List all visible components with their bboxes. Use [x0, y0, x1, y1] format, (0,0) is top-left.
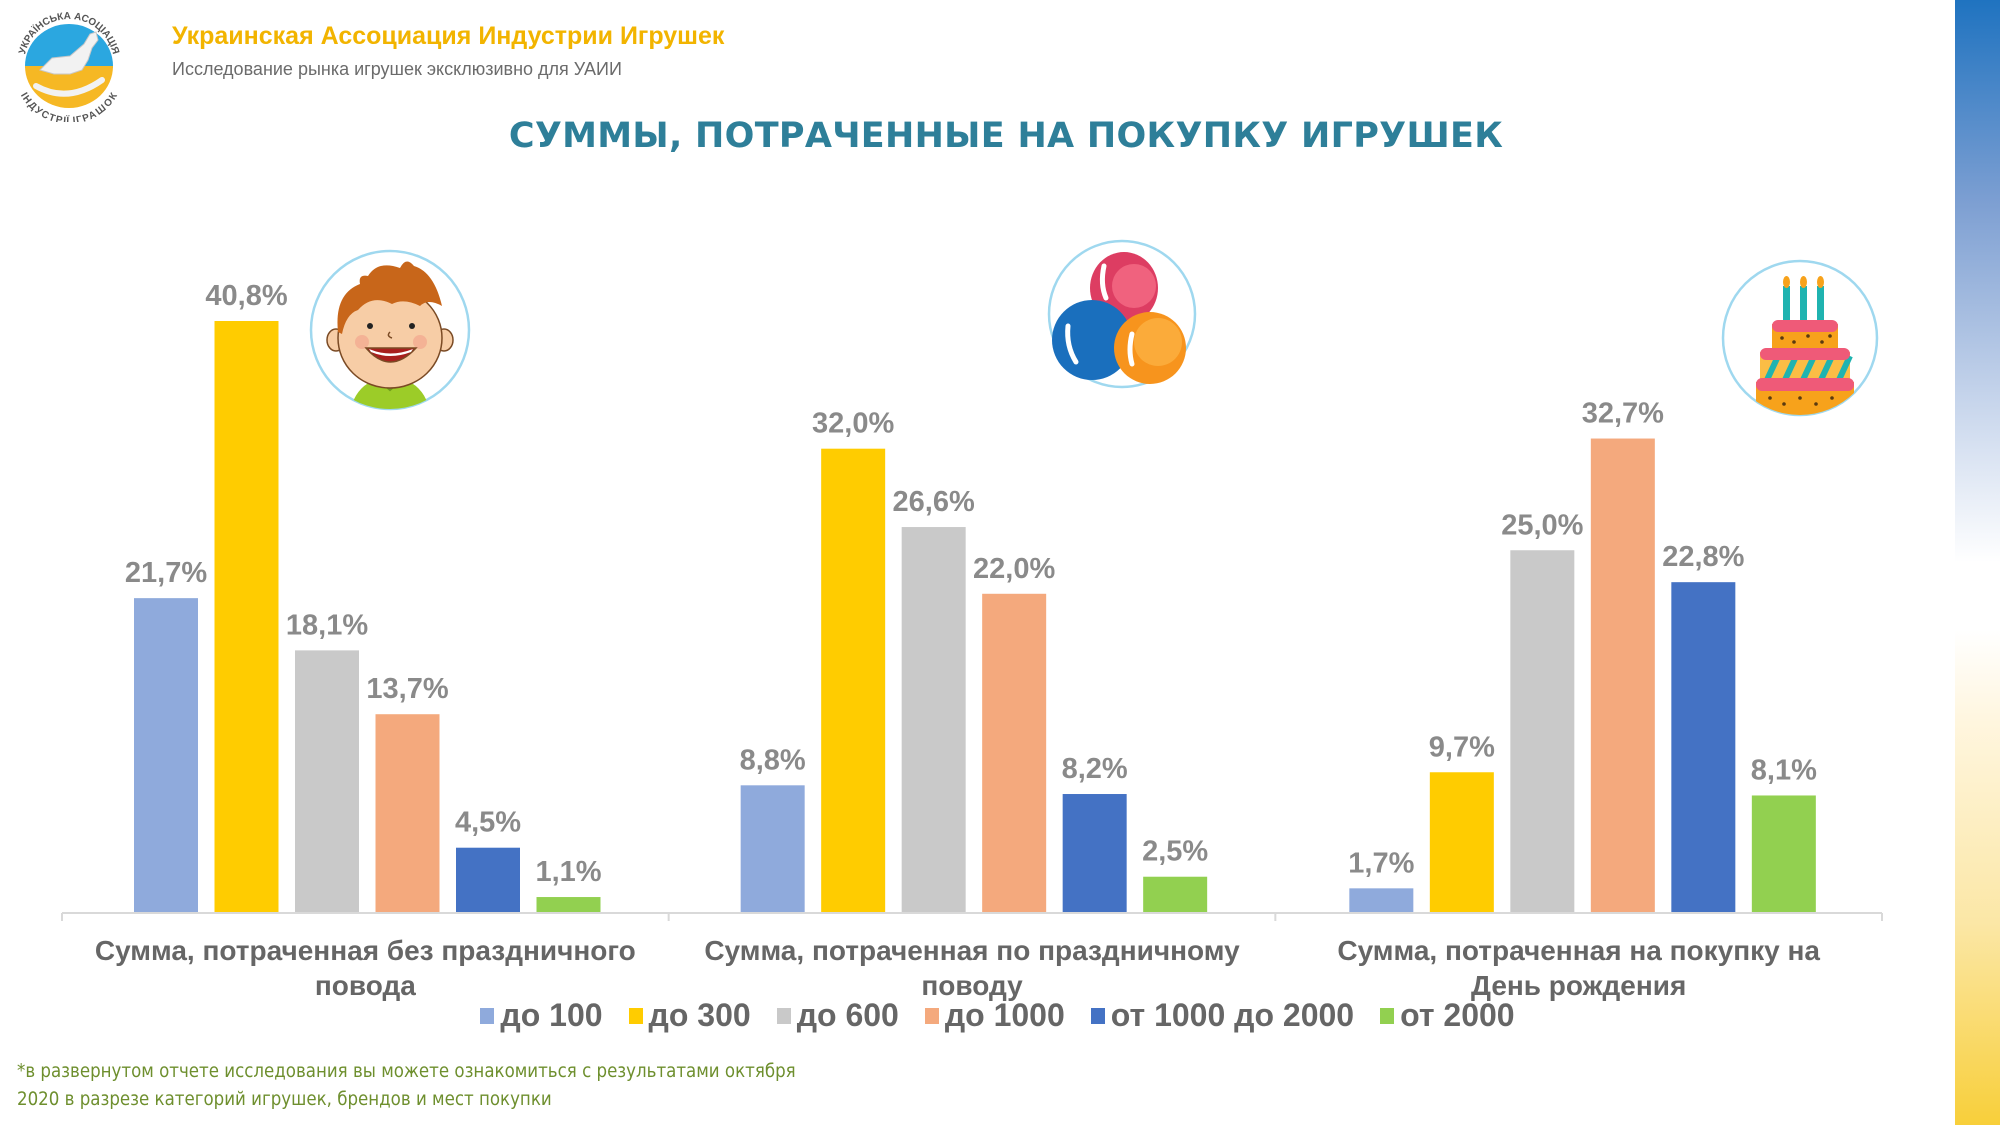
legend-item: до 600 — [776, 997, 899, 1034]
data-label: 22,0% — [973, 553, 1055, 585]
bar-1-0 — [740, 785, 805, 913]
legend-swatch — [480, 1007, 495, 1024]
category-label: Сумма, потраченная без праздничного — [95, 935, 636, 966]
category-label: повода — [315, 970, 416, 1001]
bar-0-2 — [295, 650, 359, 913]
legend-item: до 300 — [628, 997, 751, 1034]
data-label: 9,7% — [1429, 731, 1495, 763]
data-label: 8,2% — [1062, 753, 1128, 785]
data-label: 4,5% — [455, 807, 521, 839]
data-label: 18,1% — [286, 609, 368, 641]
category-label: День рождения — [1471, 970, 1686, 1001]
legend-item: до 1000 — [924, 997, 1065, 1034]
bar-0-1 — [214, 321, 279, 913]
bar-1-1 — [821, 448, 886, 913]
uaii-logo: УКРАЇНСЬКА АСОЦІАЦІЯ ІНДУСТРІЇ ІГРАШОК — [17, 11, 121, 122]
data-label: 32,0% — [812, 408, 894, 440]
legend-label: до 100 — [500, 997, 603, 1033]
bar-2-0 — [1349, 888, 1414, 913]
legend-swatch — [924, 1007, 939, 1024]
decorative-side-stripe — [1955, 0, 2000, 1125]
category-label: Сумма, потраченная на покупку на — [1337, 935, 1820, 966]
bar-1-3 — [982, 593, 1047, 913]
bar-1-4 — [1062, 794, 1127, 913]
legend-item: от 1000 до 2000 — [1090, 997, 1355, 1034]
page-title: СУММЫ, ПОТРАЧЕННЫЕ НА ПОКУПКУ ИГРУШЕК — [508, 116, 1504, 156]
data-label: 26,6% — [893, 486, 975, 518]
data-label: 22,8% — [1662, 541, 1744, 573]
legend-label: от 2000 — [1400, 997, 1515, 1033]
boy-face-icon — [309, 249, 471, 411]
category-label: поводу — [921, 970, 1023, 1001]
bar-2-4 — [1671, 582, 1736, 913]
footnote-line-1: *в развернутом отчете исследования вы мо… — [17, 1061, 796, 1082]
bar-0-4 — [456, 847, 520, 913]
birthday-cake-icon — [1721, 259, 1879, 417]
data-label: 25,0% — [1501, 509, 1583, 541]
value-labels-layer: 21,7% 40,8% 18,1% 13,7% 4,5% 1,1% 8,8% 32,0% 26,… — [125, 280, 1817, 888]
x-axis — [61, 912, 1883, 921]
bar-2-1 — [1429, 772, 1494, 913]
legend-item: от 2000 — [1380, 997, 1515, 1034]
bar-2-3 — [1590, 438, 1655, 913]
legend-label: до 1000 — [944, 997, 1065, 1033]
legend-label: от 1000 до 2000 — [1110, 997, 1355, 1033]
org-subtitle: Исследование рынка игрушек эксклюзивно д… — [172, 59, 622, 79]
legend-label: до 600 — [796, 997, 899, 1033]
bar-0-0 — [134, 598, 198, 913]
data-label: 1,7% — [1348, 847, 1414, 879]
chart-legend: до 100 до 300 до 600 до 1000 от 1000 до … — [0, 997, 1995, 1034]
data-label: 21,7% — [125, 557, 207, 589]
legend-swatch — [1380, 1007, 1395, 1024]
category-labels-layer: Сумма, потраченная без праздничного повод… — [95, 935, 1821, 1001]
balloons-icon — [1047, 239, 1197, 389]
bar-1-5 — [1143, 876, 1208, 913]
data-label: 2,5% — [1142, 836, 1208, 868]
data-label: 8,1% — [1751, 754, 1817, 786]
footnote: *в развернутом отчете исследования вы мо… — [17, 1058, 796, 1114]
bar-2-2 — [1510, 550, 1575, 913]
legend-item: до 100 — [480, 997, 603, 1034]
footnote-line-2: 2020 в разрезе категорий игрушек, брендо… — [17, 1089, 552, 1110]
data-label: 1,1% — [535, 856, 601, 888]
legend-swatch — [776, 1007, 791, 1024]
legend-swatch — [628, 1007, 643, 1024]
bar-0-3 — [375, 714, 440, 913]
bar-1-2 — [901, 527, 966, 913]
data-label: 40,8% — [205, 280, 287, 312]
category-label: Сумма, потраченная по праздничному — [704, 935, 1240, 966]
bar-2-5 — [1751, 795, 1816, 913]
data-label: 8,8% — [740, 744, 806, 776]
legend-label: до 300 — [648, 997, 751, 1033]
legend-swatch — [1090, 1007, 1105, 1024]
data-label: 13,7% — [366, 673, 448, 705]
data-label: 32,7% — [1582, 398, 1664, 430]
bars-layer — [134, 321, 1816, 913]
org-title: Украинская Ассоциация Индустрии Игрушек — [172, 22, 725, 50]
bar-0-5 — [536, 897, 601, 913]
